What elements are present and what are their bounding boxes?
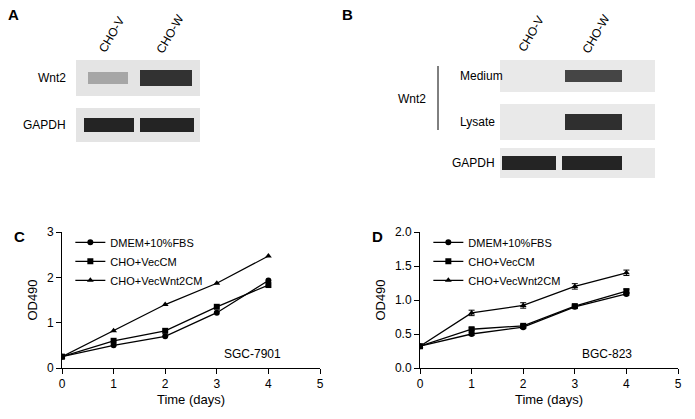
svg-text:B: B [342, 6, 353, 23]
svg-text:2: 2 [520, 377, 527, 391]
svg-text:A: A [8, 6, 19, 23]
svg-text:CHO-W: CHO-W [579, 12, 612, 56]
svg-text:5: 5 [317, 377, 324, 391]
svg-text:0.5: 0.5 [395, 327, 412, 341]
svg-text:2: 2 [162, 377, 169, 391]
svg-text:4: 4 [265, 377, 272, 391]
svg-text:DMEM+10%FBS: DMEM+10%FBS [468, 237, 551, 249]
svg-text:0: 0 [417, 377, 424, 391]
svg-text:OD490: OD490 [25, 279, 40, 320]
svg-text:Lysate: Lysate [460, 115, 495, 129]
svg-text:0: 0 [59, 377, 66, 391]
svg-text:4: 4 [623, 377, 630, 391]
svg-text:0: 0 [47, 361, 54, 375]
svg-text:1: 1 [110, 377, 117, 391]
svg-text:DMEM+10%FBS: DMEM+10%FBS [110, 237, 193, 249]
svg-text:Wnt2: Wnt2 [398, 92, 426, 106]
svg-text:1.5: 1.5 [395, 259, 412, 273]
svg-text:3: 3 [47, 225, 54, 239]
svg-text:3: 3 [213, 377, 220, 391]
svg-text:GAPDH: GAPDH [452, 156, 495, 170]
svg-text:CHO+VecWnt2CM: CHO+VecWnt2CM [110, 275, 202, 287]
svg-text:CHO-W: CHO-W [153, 12, 186, 56]
svg-text:CHO+VecCM: CHO+VecCM [110, 256, 176, 268]
svg-text:SGC-7901: SGC-7901 [224, 347, 281, 361]
svg-text:OD490: OD490 [373, 279, 388, 320]
svg-text:CHO-V: CHO-V [96, 14, 127, 54]
svg-text:D: D [372, 228, 383, 245]
svg-text:Time (days): Time (days) [515, 392, 583, 407]
svg-text:0.0: 0.0 [395, 361, 412, 375]
svg-text:1.0: 1.0 [395, 293, 412, 307]
svg-text:CHO+VecCM: CHO+VecCM [468, 256, 534, 268]
svg-text:Time (days): Time (days) [157, 392, 225, 407]
svg-text:GAPDH: GAPDH [23, 118, 66, 132]
svg-text:1: 1 [468, 377, 475, 391]
svg-text:Medium: Medium [460, 69, 503, 83]
svg-text:BGC-823: BGC-823 [582, 347, 632, 361]
svg-text:1: 1 [47, 316, 54, 330]
svg-text:CHO-V: CHO-V [515, 13, 546, 53]
svg-text:3: 3 [571, 377, 578, 391]
svg-text:Wnt2: Wnt2 [38, 71, 66, 85]
svg-text:CHO+VecWnt2CM: CHO+VecWnt2CM [468, 275, 560, 287]
svg-text:2.0: 2.0 [395, 225, 412, 239]
svg-text:5: 5 [675, 377, 682, 391]
svg-text:2: 2 [47, 271, 54, 285]
svg-text:C: C [14, 228, 25, 245]
